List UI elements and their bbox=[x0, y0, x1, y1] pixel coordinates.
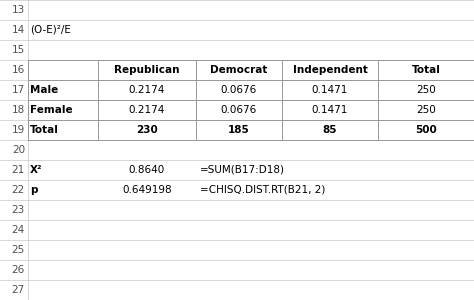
Text: 24: 24 bbox=[12, 225, 25, 235]
Text: Total: Total bbox=[411, 65, 440, 75]
Text: 250: 250 bbox=[416, 85, 436, 95]
Text: 15: 15 bbox=[12, 45, 25, 55]
Text: =CHISQ.DIST.RT(B21, 2): =CHISQ.DIST.RT(B21, 2) bbox=[200, 185, 325, 195]
Text: 0.1471: 0.1471 bbox=[312, 85, 348, 95]
Text: 22: 22 bbox=[12, 185, 25, 195]
Text: Republican: Republican bbox=[114, 65, 180, 75]
Text: 0.1471: 0.1471 bbox=[312, 105, 348, 115]
Text: 20: 20 bbox=[12, 145, 25, 155]
Text: 14: 14 bbox=[12, 25, 25, 35]
Text: 23: 23 bbox=[12, 205, 25, 215]
Text: =SUM(B17:D18): =SUM(B17:D18) bbox=[200, 165, 285, 175]
Text: 185: 185 bbox=[228, 125, 250, 135]
Text: 16: 16 bbox=[12, 65, 25, 75]
Text: (O-E)²/E: (O-E)²/E bbox=[30, 25, 71, 35]
Text: Democrat: Democrat bbox=[210, 65, 268, 75]
Text: 85: 85 bbox=[323, 125, 337, 135]
Text: X²: X² bbox=[30, 165, 43, 175]
Text: 0.649198: 0.649198 bbox=[122, 185, 172, 195]
Text: 13: 13 bbox=[12, 5, 25, 15]
Text: Female: Female bbox=[30, 105, 73, 115]
Text: 0.2174: 0.2174 bbox=[129, 105, 165, 115]
Text: 25: 25 bbox=[12, 245, 25, 255]
Text: 0.2174: 0.2174 bbox=[129, 85, 165, 95]
Text: p: p bbox=[30, 185, 37, 195]
Text: 500: 500 bbox=[415, 125, 437, 135]
Text: 21: 21 bbox=[12, 165, 25, 175]
Text: Independent: Independent bbox=[292, 65, 367, 75]
Text: 17: 17 bbox=[12, 85, 25, 95]
Text: 18: 18 bbox=[12, 105, 25, 115]
Text: 0.8640: 0.8640 bbox=[129, 165, 165, 175]
Text: 0.0676: 0.0676 bbox=[221, 105, 257, 115]
Text: Male: Male bbox=[30, 85, 58, 95]
Text: 0.0676: 0.0676 bbox=[221, 85, 257, 95]
Text: 26: 26 bbox=[12, 265, 25, 275]
Text: 250: 250 bbox=[416, 105, 436, 115]
Text: 19: 19 bbox=[12, 125, 25, 135]
Text: 230: 230 bbox=[136, 125, 158, 135]
Text: 27: 27 bbox=[12, 285, 25, 295]
Text: Total: Total bbox=[30, 125, 59, 135]
